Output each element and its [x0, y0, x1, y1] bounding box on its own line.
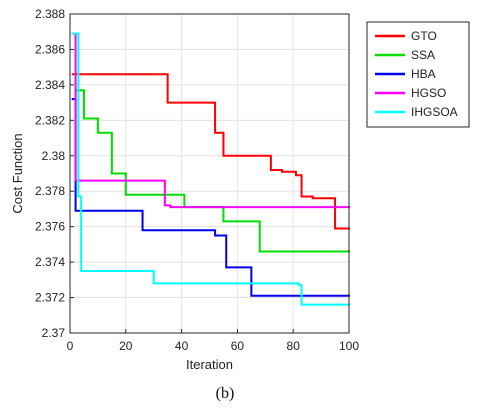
series-line-ssa	[71, 89, 350, 253]
series-line-hgso	[71, 32, 350, 209]
y-tick-label: 2.374	[35, 255, 65, 269]
x-tick-label: 0	[67, 339, 74, 353]
y-tick-label: 2.382	[35, 113, 65, 127]
y-tick-label: 2.388	[35, 7, 65, 21]
series-line-hba	[71, 98, 350, 297]
y-tick-label: 2.386	[35, 42, 65, 56]
legend-label: HGSO	[411, 86, 446, 100]
series-lines	[71, 32, 350, 306]
x-axis-label: Iteration	[186, 357, 233, 372]
axis-ticks: 0 20 40 60 80 100 2.37 2.372 2.374 2.376 2.378 2.38…	[35, 7, 359, 353]
x-tick-label: 40	[175, 339, 189, 353]
x-tick-label: 100	[339, 339, 359, 353]
x-tick-label: 20	[119, 339, 133, 353]
plot-frame	[69, 13, 350, 334]
x-tick-label: 80	[287, 339, 301, 353]
y-tick-label: 2.37	[42, 326, 66, 340]
legend-label: GTO	[411, 29, 437, 43]
legend-label: SSA	[411, 48, 435, 62]
y-tick-label: 2.376	[35, 220, 65, 234]
series-line-ihgsoa	[71, 32, 350, 306]
series-line-gto	[71, 73, 350, 230]
figure-caption: (b)	[216, 385, 235, 402]
legend-label: IHGSOA	[411, 105, 458, 119]
y-axis-label: Cost Function	[10, 133, 25, 213]
y-tick-label: 2.372	[35, 291, 65, 305]
y-tick-label: 2.378	[35, 184, 65, 198]
x-tick-label: 60	[231, 339, 245, 353]
y-tick-label: 2.38	[42, 149, 66, 163]
y-tick-label: 2.384	[35, 78, 65, 92]
legend: GTO SSA HBA HGSO IHGSOA	[366, 21, 470, 128]
legend-label: HBA	[411, 67, 436, 81]
